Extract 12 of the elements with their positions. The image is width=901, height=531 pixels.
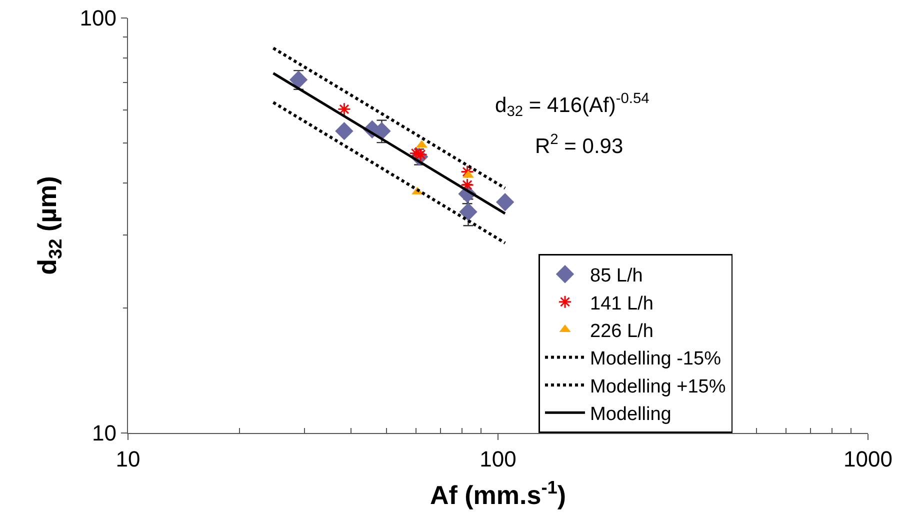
x-tick-label: 1000 (844, 446, 892, 472)
legend-label: 141 L/h (590, 293, 654, 314)
annotation: R$^{2}$ = 0.93 (535, 132, 624, 158)
annotation: d$_{32}$ = 416(Af)$^{-0.54}$ (495, 91, 650, 120)
x-tick-label: 100 (480, 446, 516, 472)
legend-label: 85 L/h (590, 266, 643, 287)
x-tick-label: 10 (116, 446, 140, 472)
legend-label: 226 L/h (590, 320, 654, 342)
legend-label: Modelling -15% (590, 348, 722, 370)
x-axis-title: Af (mm.s$^{-1}$) (430, 477, 566, 510)
legend-label: Modelling (590, 404, 672, 426)
legend-label: Modelling +15% (590, 376, 726, 398)
